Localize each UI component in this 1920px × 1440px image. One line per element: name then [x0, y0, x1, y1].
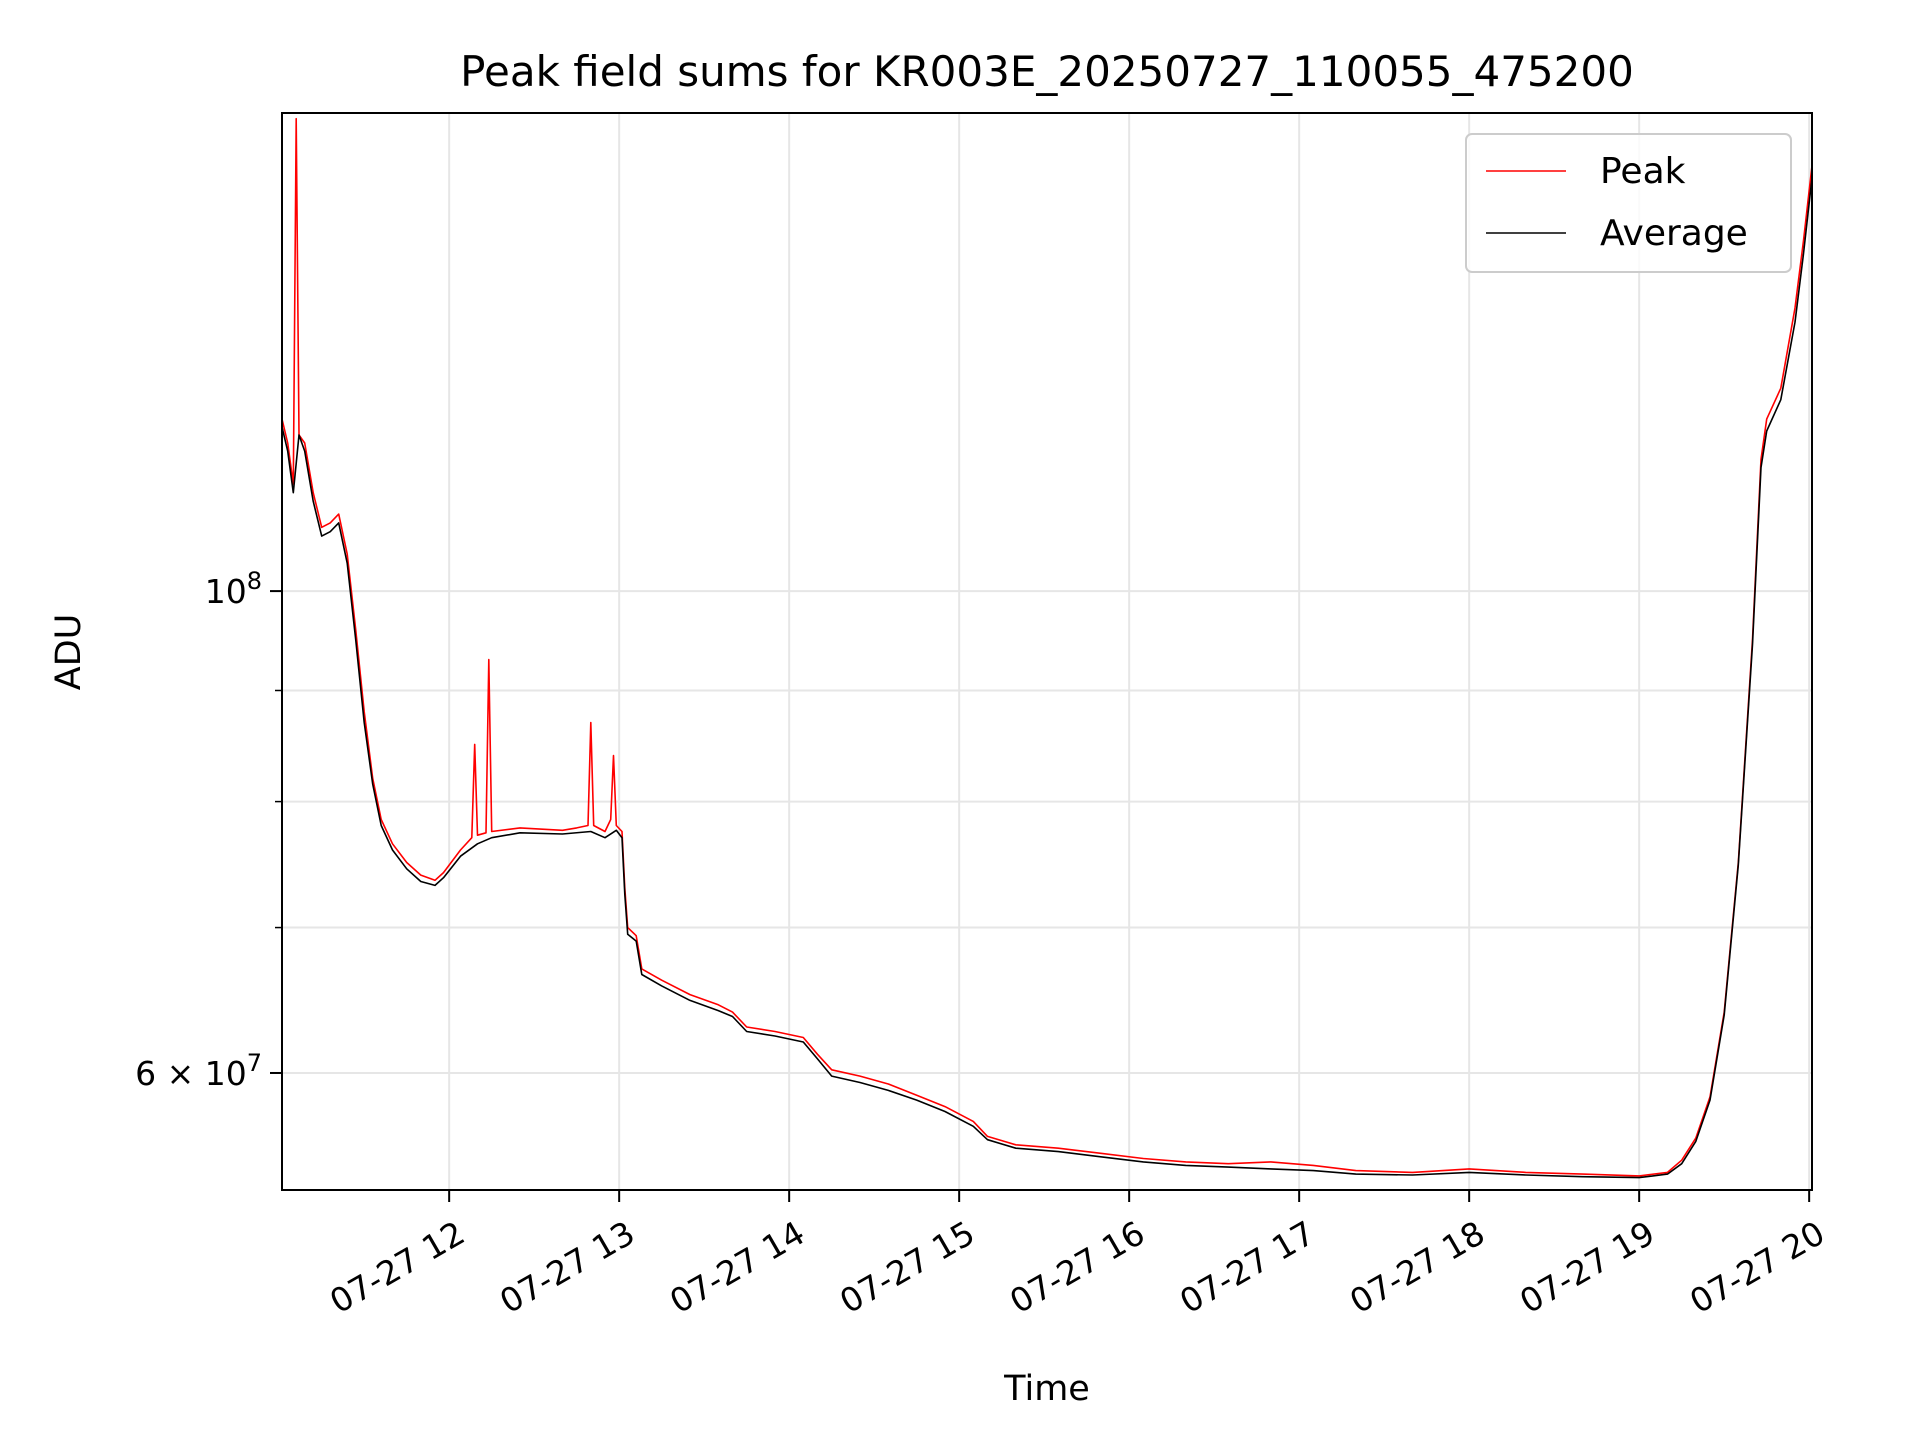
series-lines: [281, 117, 1813, 1179]
y-tick-label: 108: [205, 567, 262, 611]
y-tick-label: 6 × 107: [135, 1049, 262, 1093]
legend: Peak Average: [1465, 133, 1792, 273]
grid: [282, 113, 1812, 1190]
legend-label-average: Average: [1600, 213, 1748, 254]
legend-box: [1465, 133, 1792, 273]
legend-label-peak: Peak: [1600, 151, 1686, 192]
chart-title: Peak field sums for KR003E_20250727_1100…: [460, 47, 1634, 96]
x-axis-label: Time: [1003, 1369, 1090, 1409]
series-line-peak: [281, 117, 1813, 1177]
y-axis-label: ADU: [49, 614, 89, 691]
series-line-average: [281, 177, 1813, 1179]
plot-frame: [281, 112, 1813, 1191]
